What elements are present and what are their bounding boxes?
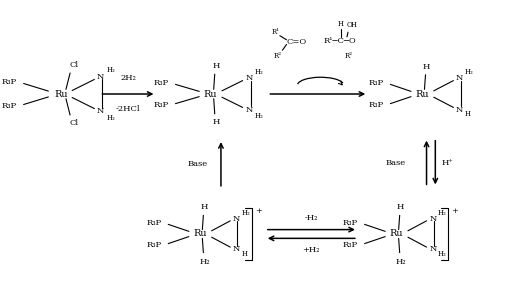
Text: N: N <box>233 215 240 223</box>
Text: R₃P: R₃P <box>153 79 168 87</box>
Text: N: N <box>233 245 240 253</box>
Text: R₃P: R₃P <box>369 101 384 109</box>
Text: Ru: Ru <box>204 89 217 98</box>
Text: -H₂: -H₂ <box>305 214 318 222</box>
Text: Ru: Ru <box>54 89 68 98</box>
Text: R₃P: R₃P <box>369 79 384 87</box>
Text: H₂: H₂ <box>465 69 473 76</box>
Text: H₂: H₂ <box>106 114 115 122</box>
Text: N: N <box>429 245 436 253</box>
Text: N: N <box>246 74 253 82</box>
Text: +: + <box>451 207 458 214</box>
Text: H⁺: H⁺ <box>442 159 453 166</box>
Text: H: H <box>200 203 208 211</box>
Text: H₂: H₂ <box>106 66 115 74</box>
Text: +H₂: +H₂ <box>303 246 320 254</box>
Text: Base: Base <box>386 159 406 166</box>
Text: N: N <box>456 74 463 82</box>
Text: R₃P: R₃P <box>343 219 358 227</box>
Text: H: H <box>212 62 220 70</box>
Text: -2HCl: -2HCl <box>116 105 140 113</box>
Text: N: N <box>97 73 104 81</box>
Text: R¹: R¹ <box>272 28 280 36</box>
Text: H₂: H₂ <box>255 68 264 76</box>
Text: H₂: H₂ <box>438 209 446 217</box>
Text: N: N <box>97 107 104 115</box>
Text: 2H₂: 2H₂ <box>120 74 136 82</box>
Text: H: H <box>351 21 357 29</box>
Text: Ru: Ru <box>390 229 404 239</box>
Text: N: N <box>429 215 436 223</box>
Text: R¹─C─O: R¹─C─O <box>323 37 356 45</box>
Text: Cl: Cl <box>69 119 78 127</box>
Text: N: N <box>246 106 253 114</box>
Text: H: H <box>338 21 344 28</box>
Text: H: H <box>397 203 404 211</box>
Text: H: H <box>212 118 220 126</box>
Text: H: H <box>423 63 430 71</box>
Text: O: O <box>347 21 353 29</box>
Text: Cl: Cl <box>69 61 78 69</box>
Text: H: H <box>465 110 471 118</box>
Text: H₂: H₂ <box>255 112 264 120</box>
Text: H₂: H₂ <box>395 258 406 266</box>
Text: R₃P: R₃P <box>153 101 168 109</box>
Text: R₃P: R₃P <box>2 78 17 86</box>
Text: H₂: H₂ <box>199 258 209 266</box>
Text: Base: Base <box>188 160 208 168</box>
Text: R²: R² <box>345 52 353 60</box>
Text: Ru: Ru <box>194 229 207 239</box>
Text: H: H <box>242 250 248 258</box>
Text: R²: R² <box>273 52 281 60</box>
Text: R₃P: R₃P <box>147 241 161 249</box>
Text: R₃P: R₃P <box>147 219 161 227</box>
Text: H₂: H₂ <box>242 209 250 217</box>
Text: R₃P: R₃P <box>343 241 358 249</box>
Text: N: N <box>456 106 463 114</box>
Text: C=O: C=O <box>287 38 307 46</box>
Text: +: + <box>255 207 262 214</box>
Text: R₃P: R₃P <box>2 102 17 110</box>
Text: H₂: H₂ <box>438 250 446 258</box>
Text: Ru: Ru <box>416 89 429 98</box>
